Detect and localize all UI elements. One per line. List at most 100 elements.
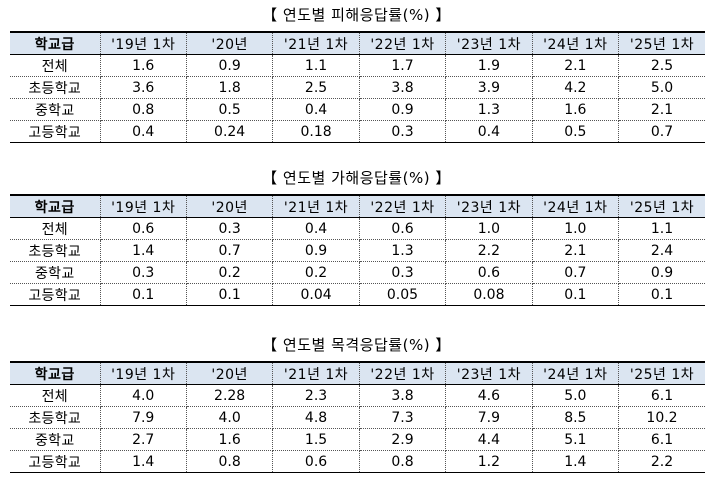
header-cell: '25년 1차 — [618, 361, 705, 385]
table-cell: 0.4 — [272, 217, 360, 240]
table-row: 고등학교 0.4 0.24 0.18 0.3 0.4 0.5 0.7 — [10, 120, 705, 143]
table-cell: 0.6 — [272, 450, 360, 473]
row-label: 전체 — [10, 217, 101, 240]
table-cell: 2.5 — [272, 76, 360, 99]
header-cell: '24년 1차 — [532, 31, 620, 55]
header-cell: '24년 1차 — [532, 194, 620, 218]
table-cell: 4.0 — [100, 384, 187, 407]
table-row: 고등학교 1.4 0.8 0.6 0.8 1.2 1.4 2.2 — [10, 450, 705, 473]
header-cell: '22년 1차 — [359, 194, 447, 218]
table-cell: 0.1 — [618, 283, 705, 306]
table-cell: 1.0 — [445, 217, 533, 240]
table-cell: 3.6 — [100, 76, 187, 99]
header-row: 학교급 '19년 1차 '20년 '21년 1차 '22년 1차 '23년 1차… — [10, 31, 705, 55]
table-cell: 1.8 — [186, 76, 274, 99]
header-cell: '19년 1차 — [100, 194, 187, 218]
table-cell: 2.28 — [186, 384, 274, 407]
header-cell: 학교급 — [10, 361, 101, 385]
table-cell: 0.2 — [272, 261, 360, 284]
table-cell: 7.3 — [359, 406, 447, 429]
row-label: 고등학교 — [10, 283, 101, 306]
table-cell: 0.9 — [618, 261, 705, 284]
perpetrator-rate-section: 【 연도별 가해응답률(%) 】 — [0, 167, 713, 189]
table-cell: 7.9 — [100, 406, 187, 429]
table-cell: 5.0 — [532, 384, 620, 407]
table-cell: 0.9 — [186, 54, 274, 77]
table-cell: 5.1 — [532, 428, 620, 451]
header-cell: '25년 1차 — [618, 31, 705, 55]
table-cell: 1.3 — [359, 239, 447, 262]
table-cell: 1.3 — [445, 98, 533, 121]
table-cell: 0.5 — [532, 120, 620, 143]
header-cell: 학교급 — [10, 31, 101, 55]
table-cell: 6.1 — [618, 428, 705, 451]
table-cell: 0.6 — [100, 217, 187, 240]
row-label: 전체 — [10, 54, 101, 77]
table-cell: 0.2 — [186, 261, 274, 284]
table-cell: 2.2 — [618, 450, 705, 473]
table-cell: 1.7 — [359, 54, 447, 77]
table-cell: 7.9 — [445, 406, 533, 429]
header-cell: '20년 — [186, 361, 274, 385]
header-cell: 학교급 — [10, 194, 101, 218]
table-cell: 0.8 — [186, 450, 274, 473]
table-cell: 0.3 — [359, 261, 447, 284]
table-row: 초등학교 3.6 1.8 2.5 3.8 3.9 4.2 5.0 — [10, 76, 705, 99]
table-cell: 1.6 — [532, 98, 620, 121]
row-label: 전체 — [10, 384, 101, 407]
table-cell: 2.1 — [532, 54, 620, 77]
table-cell: 1.6 — [100, 54, 187, 77]
table-cell: 1.1 — [618, 217, 705, 240]
row-label: 중학교 — [10, 428, 101, 451]
table-cell: 1.5 — [272, 428, 360, 451]
table-cell: 0.24 — [186, 120, 274, 143]
table-cell: 1.4 — [100, 239, 187, 262]
table-cell: 0.4 — [100, 120, 187, 143]
header-cell: '20년 — [186, 31, 274, 55]
table-cell: 0.1 — [532, 283, 620, 306]
table-row: 전체 4.0 2.28 2.3 3.8 4.6 5.0 6.1 — [10, 384, 705, 407]
table-cell: 2.4 — [618, 239, 705, 262]
table-cell: 4.0 — [186, 406, 274, 429]
witness-rate-section: 【 연도별 목격응답률(%) 】 — [0, 334, 713, 356]
table-cell: 0.9 — [272, 239, 360, 262]
table-cell: 0.7 — [186, 239, 274, 262]
header-cell: '23년 1차 — [445, 361, 533, 385]
table-cell: 2.9 — [359, 428, 447, 451]
table-cell: 1.1 — [272, 54, 360, 77]
header-cell: '25년 1차 — [618, 194, 705, 218]
table-cell: 0.3 — [186, 217, 274, 240]
table-cell: 3.8 — [359, 384, 447, 407]
header-cell: '22년 1차 — [359, 31, 447, 55]
table-row: 중학교 0.8 0.5 0.4 0.9 1.3 1.6 2.1 — [10, 98, 705, 121]
table-row: 초등학교 1.4 0.7 0.9 1.3 2.2 2.1 2.4 — [10, 239, 705, 262]
header-cell: '23년 1차 — [445, 194, 533, 218]
table-cell: 0.05 — [359, 283, 447, 306]
table-cell: 0.3 — [100, 261, 187, 284]
header-cell: '19년 1차 — [100, 31, 187, 55]
table-title: 【 연도별 피해응답률(%) 】 — [262, 6, 451, 24]
row-label: 초등학교 — [10, 76, 101, 99]
header-cell: '21년 1차 — [272, 194, 360, 218]
header-cell: '23년 1차 — [445, 31, 533, 55]
table-title: 【 연도별 목격응답률(%) 】 — [262, 336, 451, 354]
table-cell: 0.4 — [272, 98, 360, 121]
table-cell: 4.2 — [532, 76, 620, 99]
table-cell: 10.2 — [618, 406, 705, 429]
table-row: 중학교 0.3 0.2 0.2 0.3 0.6 0.7 0.9 — [10, 261, 705, 284]
table-cell: 2.1 — [532, 239, 620, 262]
table-cell: 0.8 — [359, 450, 447, 473]
row-label: 중학교 — [10, 98, 101, 121]
header-row: 학교급 '19년 1차 '20년 '21년 1차 '22년 1차 '23년 1차… — [10, 194, 705, 218]
table-cell: 4.4 — [445, 428, 533, 451]
table-cell: 1.4 — [100, 450, 187, 473]
table-row: 고등학교 0.1 0.1 0.04 0.05 0.08 0.1 0.1 — [10, 283, 705, 306]
table-cell: 1.0 — [532, 217, 620, 240]
row-label: 고등학교 — [10, 120, 101, 143]
table-cell: 6.1 — [618, 384, 705, 407]
header-cell: '19년 1차 — [100, 361, 187, 385]
table-cell: 2.7 — [100, 428, 187, 451]
table-cell: 0.8 — [100, 98, 187, 121]
table-row: 초등학교 7.9 4.0 4.8 7.3 7.9 8.5 10.2 — [10, 406, 705, 429]
table-cell: 3.9 — [445, 76, 533, 99]
